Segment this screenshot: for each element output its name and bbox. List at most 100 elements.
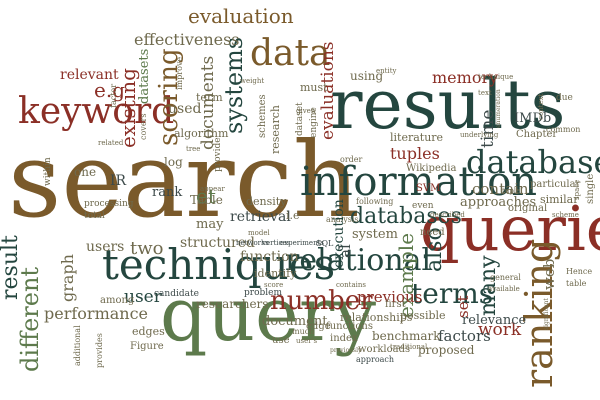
word-retrieval: retrieval	[230, 209, 291, 225]
word-chapter: Chapter	[516, 129, 558, 140]
word-identify: identify	[254, 267, 297, 280]
word-researchers: researchers	[196, 297, 269, 311]
word-may: may	[196, 217, 224, 232]
word-due: due	[556, 93, 573, 103]
word-users-poss: user's	[296, 337, 318, 345]
word-vertices: vertices	[262, 239, 291, 247]
word-covers: covers	[139, 113, 148, 140]
word-density: density	[246, 195, 287, 208]
word-networks: networks	[236, 239, 269, 247]
word-table-lc: table	[566, 279, 587, 288]
word-similar: similar	[540, 193, 579, 206]
word-data: data	[250, 33, 331, 74]
word-using: using	[350, 69, 384, 83]
word-significant: significant	[543, 298, 550, 330]
word-literature: literature	[390, 131, 444, 144]
word-information: information	[300, 159, 538, 205]
word-graph: graph	[58, 254, 77, 302]
word-two: two	[130, 238, 164, 259]
word-factors: factors	[438, 327, 491, 345]
word-term: term	[196, 91, 223, 104]
word-systems: systems	[220, 36, 248, 134]
word-improve: improve	[175, 56, 184, 90]
word-additional: additional	[73, 325, 82, 366]
word-imdb: IMDb	[514, 111, 552, 126]
word-research: research	[269, 105, 282, 154]
word-used: used	[168, 101, 202, 117]
word-function: function	[240, 249, 299, 265]
word-web: web	[540, 258, 558, 290]
word-appear: appear	[200, 185, 225, 193]
word-user: user	[124, 287, 162, 307]
word-one: one	[74, 165, 97, 179]
word-related: related	[98, 139, 124, 147]
word-users: users	[86, 239, 125, 255]
word-rank: rank	[152, 185, 183, 200]
word-given: given	[296, 107, 316, 115]
word-model: model	[248, 229, 270, 237]
word-effectiveness: effectiveness	[134, 30, 240, 49]
word-use: use	[272, 335, 290, 346]
word-svm: SVM	[416, 183, 441, 194]
word-analysis: analysis	[326, 215, 359, 224]
word-databases: databases	[350, 204, 462, 229]
word-space: space	[573, 179, 581, 200]
word-general: general	[490, 273, 521, 282]
word-relevant: relevant	[60, 67, 119, 83]
word-even: even	[412, 201, 434, 211]
word-functions: functions	[326, 321, 373, 332]
word-approach: approach	[356, 355, 395, 364]
word-dataset: dataset	[295, 102, 305, 136]
word-entity: entity	[376, 67, 397, 75]
word-total: total	[84, 211, 105, 221]
word-scheme: scheme	[552, 211, 579, 219]
word-system: system	[352, 227, 398, 242]
word-memory: memory	[432, 68, 499, 87]
word-engine: engine	[309, 107, 319, 138]
word-common: common	[546, 125, 581, 134]
word-work: work	[478, 320, 522, 340]
word-described: described	[430, 211, 465, 219]
word-techniques: techniques	[102, 240, 336, 289]
word-provides: provides	[95, 333, 104, 368]
word-schemes: schemes	[257, 94, 268, 138]
word-algorithm: algorithm	[174, 127, 229, 140]
word-terms: terms	[411, 277, 494, 310]
word-table-cap: Table	[190, 193, 223, 207]
word-following: following	[356, 197, 394, 206]
word-relational: relational	[285, 243, 432, 278]
word-database: database	[466, 143, 600, 181]
word-evaluation: evaluation	[188, 4, 294, 28]
word-need: need	[420, 227, 445, 238]
word-among: among	[100, 295, 135, 306]
word-score: score	[264, 281, 284, 289]
word-datasets: datasets	[137, 48, 152, 104]
word-edge: edge	[306, 321, 331, 332]
word-workloads: workloads	[358, 344, 411, 355]
word-possible: possible	[400, 309, 446, 322]
word-proposed: proposed	[418, 343, 475, 357]
word-tuple: tuple	[502, 187, 521, 195]
word-must: must	[300, 81, 328, 94]
word-contain: contain	[472, 180, 529, 198]
word-ir: IR	[110, 173, 127, 189]
word-keyword: keyword	[18, 91, 175, 132]
word-edges: edges	[132, 325, 165, 338]
word-i-e: i.e	[286, 209, 300, 222]
word-log: log	[164, 155, 183, 169]
word-et: et	[196, 184, 216, 208]
word-performance: performance	[44, 304, 149, 323]
word-particular: particular	[530, 179, 581, 190]
word-available: available	[488, 285, 520, 293]
word-text: text	[478, 89, 492, 97]
word-experiments: experiments	[280, 239, 324, 247]
word-tree: tree	[186, 145, 201, 153]
word-order: order	[340, 155, 363, 164]
word-number: number	[270, 286, 373, 316]
word-original: original	[508, 203, 548, 214]
word-query: query	[160, 272, 377, 358]
word-search: search	[8, 119, 360, 241]
word-approaches: approaches	[460, 195, 537, 210]
word-problem: problem	[244, 288, 282, 298]
